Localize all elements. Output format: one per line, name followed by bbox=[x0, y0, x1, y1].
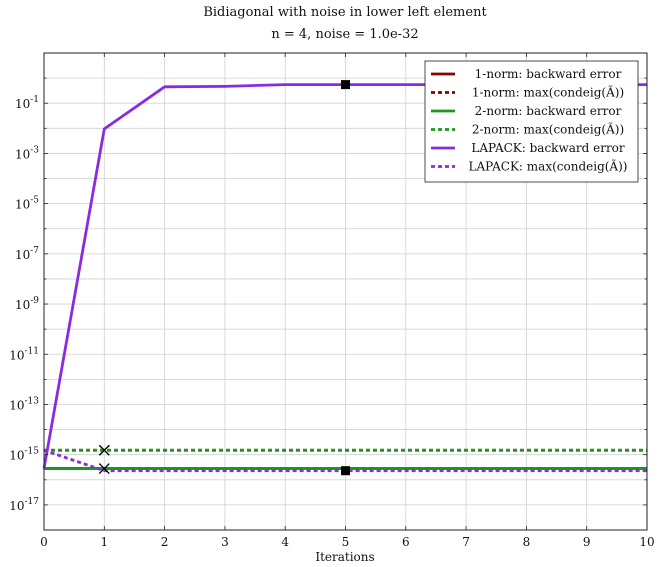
y-tick-label-0: 10-17 bbox=[9, 497, 39, 513]
y-tick-label-2: 10-13 bbox=[9, 396, 39, 412]
y-tick-labels: 10-17 10-15 10-13 10-11 10-9 10-7 10-5 10-3 10-1 bbox=[9, 95, 39, 513]
marker-x-0 bbox=[98, 444, 110, 456]
x-tick-label-5: 5 bbox=[342, 535, 350, 549]
x-tick-label-7: 7 bbox=[462, 535, 470, 549]
legend-entry-5: LAPACK: max(condeig(Ã)) bbox=[469, 159, 628, 174]
legend-entry-3: 2-norm: max(condeig(Ã)) bbox=[472, 122, 624, 137]
x-tick-label-1: 1 bbox=[100, 535, 108, 549]
legend-entry-4: LAPACK: backward error bbox=[471, 141, 625, 155]
x-tick-label-0: 0 bbox=[40, 535, 48, 549]
legend-entry-0: 1-norm: backward error bbox=[475, 67, 622, 81]
y-tick-label-4: 10-9 bbox=[15, 296, 39, 312]
chart-subtitle: n = 4, noise = 1.0e-32 bbox=[271, 27, 418, 42]
marker-x-1 bbox=[98, 463, 110, 475]
axes bbox=[43, 52, 648, 531]
x-tick-labels: 0 1 2 3 4 5 6 7 8 9 10 bbox=[40, 535, 654, 549]
marker-square-3 bbox=[341, 466, 350, 476]
legend: 1-norm: backward error 1-norm: max(condei… bbox=[424, 60, 639, 183]
legend-box bbox=[424, 60, 639, 183]
x-tick-label-10: 10 bbox=[639, 535, 654, 549]
x-tick-label-4: 4 bbox=[281, 535, 289, 549]
legend-entry-2: 2-norm: backward error bbox=[475, 104, 622, 118]
y-tick-label-7: 10-3 bbox=[15, 145, 39, 161]
y-tick-label-1: 10-15 bbox=[9, 447, 39, 463]
marker-square-2 bbox=[341, 80, 350, 90]
data-markers bbox=[98, 80, 350, 476]
x-tick-label-3: 3 bbox=[221, 535, 229, 549]
x-tick-label-8: 8 bbox=[523, 535, 531, 549]
x-axis-label: Iterations bbox=[315, 550, 374, 564]
y-tick-label-3: 10-11 bbox=[9, 346, 39, 362]
x-tick-label-6: 6 bbox=[402, 535, 410, 549]
legend-entry-1: 1-norm: max(condeig(Ã)) bbox=[472, 85, 624, 100]
x-tick-label-9: 9 bbox=[583, 535, 591, 549]
x-tick-label-2: 2 bbox=[161, 535, 169, 549]
y-tick-label-6: 10-5 bbox=[15, 196, 39, 212]
chart-title: Bidiagonal with noise in lower left elem… bbox=[203, 5, 487, 20]
y-tick-label-5: 10-7 bbox=[15, 246, 39, 262]
y-tick-label-8: 10-1 bbox=[15, 95, 39, 111]
